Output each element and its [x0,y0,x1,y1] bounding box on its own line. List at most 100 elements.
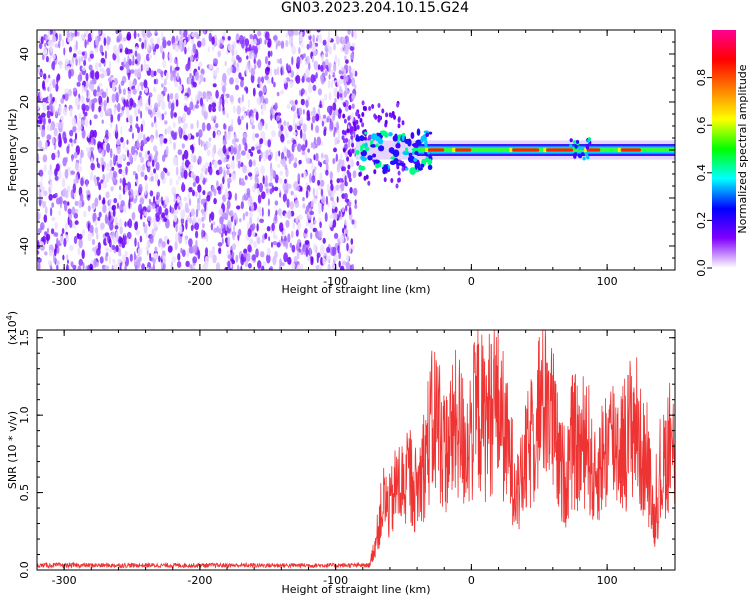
noise-cell [261,238,265,244]
noise-cell [44,34,48,40]
noise-cell [317,88,322,96]
noise-cell [216,180,219,188]
noise-cell [286,198,290,208]
noise-cell [276,115,280,122]
noise-cell [200,139,203,147]
noise-cell [158,205,162,215]
noise-cell [159,113,162,122]
noise-cell [98,30,102,35]
noise-cell [222,72,227,83]
noise-cell [113,197,118,204]
noise-cell [397,117,401,123]
noise-cell [256,223,259,232]
noise-cell [313,136,317,145]
noise-cell [367,180,371,186]
noise-cell [194,71,200,81]
noise-cell [263,157,266,162]
noise-cell [335,153,338,162]
noise-cell [113,107,117,115]
noise-cell [124,47,129,55]
noise-cell [88,64,93,71]
noise-cell [356,161,360,166]
noise-cell [285,219,290,228]
noise-cell [65,234,68,240]
noise-cell [345,254,350,262]
noise-cell [353,126,357,132]
signal-blob [415,139,422,146]
noise-cell [180,247,183,254]
noise-cell [187,46,190,52]
noise-cell [283,196,288,201]
noise-cell [39,71,43,76]
noise-cell [198,129,203,138]
noise-cell [226,169,230,176]
noise-cell [396,102,400,108]
noise-cell [213,115,217,121]
noise-cell [183,134,188,140]
noise-cell [76,120,82,127]
noise-cell [81,84,85,94]
noise-cell [384,119,388,125]
noise-cell [138,152,143,158]
noise-cell [262,85,267,94]
noise-cell [176,196,181,204]
noise-cell [120,126,123,136]
noise-cell [212,130,216,139]
noise-cell [120,136,124,143]
noise-cell [217,242,223,247]
signal-warm [509,147,513,153]
noise-cell [59,235,64,244]
snr-series-line [37,330,675,570]
noise-cell [90,162,95,171]
noise-cell [108,211,111,221]
noise-cell [97,216,101,221]
noise-cell [40,222,45,231]
noise-cell [334,54,338,64]
noise-cell [320,76,325,85]
noise-cell [316,187,319,198]
noise-cell [53,127,58,137]
noise-cell [351,30,354,38]
noise-cell [297,173,301,182]
signal-blob [392,149,400,158]
noise-cell [154,246,158,253]
noise-cell [52,78,56,89]
noise-cell [277,163,281,168]
signal-blob [364,142,368,148]
noise-cell [68,69,72,80]
noise-cell [193,142,195,147]
noise-cell [211,185,215,193]
noise-cell [145,64,150,72]
plot-frame [36,329,676,571]
noise-cell [69,138,73,143]
noise-cell [349,157,354,168]
noise-cell [154,172,159,183]
noise-cell [312,106,316,116]
noise-cell [346,128,350,134]
noise-cell [135,195,138,202]
noise-cell [182,116,186,124]
noise-cell [235,77,239,84]
noise-cell [132,102,137,108]
noise-cell [192,256,198,264]
signal-blob [424,139,428,148]
noise-cell [251,146,255,151]
noise-cell [249,216,253,226]
noise-cell [272,231,276,240]
noise-cell [312,34,316,44]
noise-cell [148,95,151,106]
noise-cell [140,110,143,119]
noise-cell [101,91,107,99]
noise-cell [316,254,319,264]
noise-cell [48,118,52,124]
noise-cell [171,256,177,263]
noise-cell [123,57,127,65]
noise-cell [132,132,134,140]
noise-cell [231,259,236,265]
noise-cell [240,76,244,82]
noise-cell [117,202,119,210]
noise-cell [96,157,99,163]
noise-cell [343,91,347,98]
noise-cell [397,177,401,183]
noise-cell [98,182,102,191]
